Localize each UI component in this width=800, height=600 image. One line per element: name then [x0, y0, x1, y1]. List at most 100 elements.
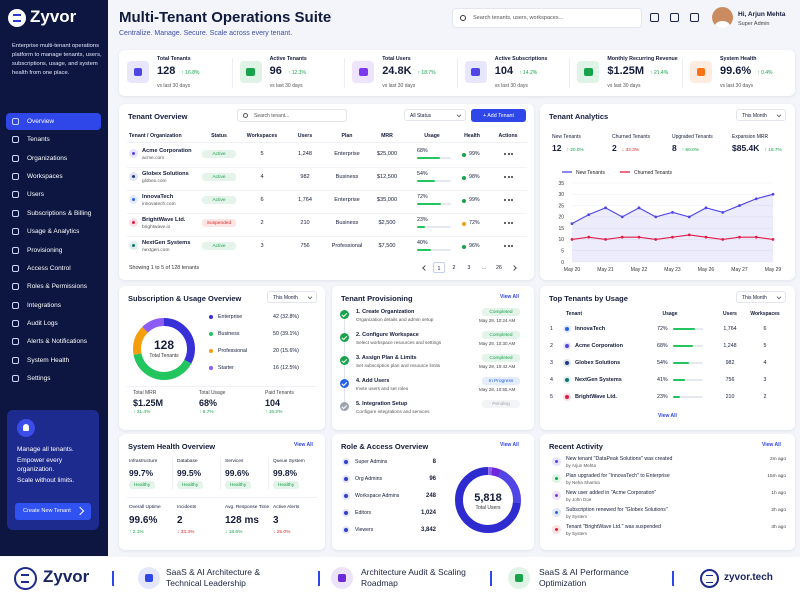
icon	[552, 525, 561, 534]
nav-icon	[12, 375, 19, 383]
activity-by: by John Doe	[566, 497, 592, 502]
view-all[interactable]: View All	[762, 442, 781, 448]
kpi-row: 128 ↑ 16.8%	[157, 65, 199, 77]
user-name: Hi, Arjun Mehta	[738, 11, 786, 18]
activity-by: by System	[566, 514, 588, 519]
nav-item[interactable]: Usage & Analytics	[6, 223, 101, 240]
header-icon[interactable]	[690, 13, 699, 22]
icon-glyph	[344, 460, 348, 464]
nav-item[interactable]: Roles & Permissions	[6, 278, 101, 295]
header-icon[interactable]	[670, 13, 679, 22]
workspaces: 2	[763, 394, 767, 400]
x-tick-label: May 20	[564, 267, 581, 273]
nav-item[interactable]: Users	[6, 186, 101, 203]
cell-users: 756	[300, 243, 310, 249]
nav-label: Alerts & Notifications	[27, 338, 87, 346]
view-all[interactable]: View All	[658, 413, 677, 419]
column-header: Plan	[341, 133, 353, 139]
row-actions[interactable]	[504, 199, 514, 202]
point	[671, 235, 674, 239]
icon	[138, 567, 160, 589]
row-actions[interactable]	[504, 153, 514, 156]
page-number[interactable]: 2	[452, 265, 456, 271]
view-all[interactable]: View All	[500, 294, 519, 300]
nav-label: Users	[27, 191, 44, 199]
nav-item[interactable]: Overview	[6, 113, 101, 130]
usage-track	[673, 396, 703, 399]
footer-brand: Zyvor	[43, 567, 90, 586]
page-number[interactable]: 3	[467, 265, 471, 271]
nav-label: Organizations	[27, 154, 68, 162]
point	[771, 238, 775, 241]
search-box[interactable]: Search tenants, users, workspaces...	[452, 8, 642, 28]
icon	[342, 509, 350, 517]
nav-item[interactable]: Tenants	[6, 131, 101, 148]
kpi-note: vs last 30 days	[269, 83, 303, 89]
health-dot	[462, 152, 466, 157]
page-number[interactable]: 26	[496, 265, 502, 271]
page-arrow[interactable]	[419, 262, 430, 273]
page-number[interactable]: ...	[481, 265, 487, 271]
nav-item[interactable]: Alerts & Notifications	[6, 333, 101, 350]
metric-change: ↑ 60.0%	[681, 148, 700, 153]
nav-label: Workspaces	[27, 173, 63, 181]
dropdown-label: All Status	[410, 113, 432, 119]
nav-icon	[12, 319, 19, 327]
icon-glyph	[565, 395, 569, 399]
point	[754, 197, 758, 201]
nav-item[interactable]: Integrations	[6, 297, 101, 314]
icon	[563, 359, 571, 367]
page-number[interactable]: 1	[433, 262, 445, 273]
nav-item[interactable]: Provisioning	[6, 242, 101, 259]
donut-total: 5,818	[474, 492, 502, 504]
metric-value: 128 ms	[225, 515, 259, 526]
row-actions[interactable]	[504, 222, 514, 225]
nav-item[interactable]: Audit Logs	[6, 315, 101, 332]
legend-value: 50 (39.1%)	[273, 331, 299, 337]
activity-text: Subscription renewed for "Globex Solutio…	[566, 507, 668, 513]
divider	[569, 58, 571, 88]
kpi-change: ↑ 16.8%	[181, 70, 200, 76]
dropdown[interactable]: This Month	[267, 291, 317, 303]
nav-item[interactable]: Organizations	[6, 150, 101, 167]
nav-item[interactable]: Access Control	[6, 260, 101, 277]
point	[604, 238, 607, 241]
cell-plan: Business	[335, 220, 359, 226]
step-title: 5. Integration Setup	[356, 401, 408, 407]
logo-glyph	[706, 574, 713, 583]
usage-bar	[673, 379, 686, 382]
users: 1,764	[723, 326, 737, 332]
rank: 2	[550, 343, 553, 349]
step-title: 1. Create Organization	[356, 309, 415, 315]
dot	[507, 245, 510, 247]
nav-item[interactable]: System Health	[6, 352, 101, 369]
dropdown[interactable]: This Month	[736, 291, 786, 303]
nav-label: Settings	[27, 375, 51, 383]
view-all[interactable]: View All	[500, 442, 519, 448]
add-tenant-button[interactable]: + Add Tenant	[471, 109, 526, 122]
role-label: Super Admins	[355, 459, 388, 465]
nav-item[interactable]: Subscriptions & Billing	[6, 205, 101, 222]
create-tenant-button[interactable]: Create New Tenant	[15, 503, 91, 520]
nav-icon	[12, 301, 19, 309]
rank: 1	[550, 326, 553, 332]
nav-item[interactable]: Workspaces	[6, 168, 101, 185]
tenant-name: InnovaTech	[575, 326, 606, 332]
row-actions[interactable]	[504, 176, 514, 179]
tenant-domain: globex.com	[142, 179, 167, 184]
dropdown[interactable]: This Month	[736, 109, 786, 121]
icon	[552, 474, 561, 483]
header-icon[interactable]	[650, 13, 659, 22]
nav-item[interactable]: Settings	[6, 370, 101, 387]
tenant-search[interactable]: Search tenant...	[237, 109, 347, 122]
page-arrow[interactable]	[508, 262, 519, 273]
row-actions[interactable]	[504, 245, 514, 248]
panel-title: Subscription & Usage Overview	[128, 294, 242, 303]
view-all[interactable]: View All	[294, 442, 313, 448]
rank: 3	[550, 360, 553, 366]
usage-track	[417, 249, 451, 251]
usage-bar	[417, 226, 425, 228]
usage-text: 40%	[417, 240, 428, 246]
role-label: Editors	[355, 510, 372, 516]
dropdown[interactable]: All Status	[404, 109, 466, 121]
